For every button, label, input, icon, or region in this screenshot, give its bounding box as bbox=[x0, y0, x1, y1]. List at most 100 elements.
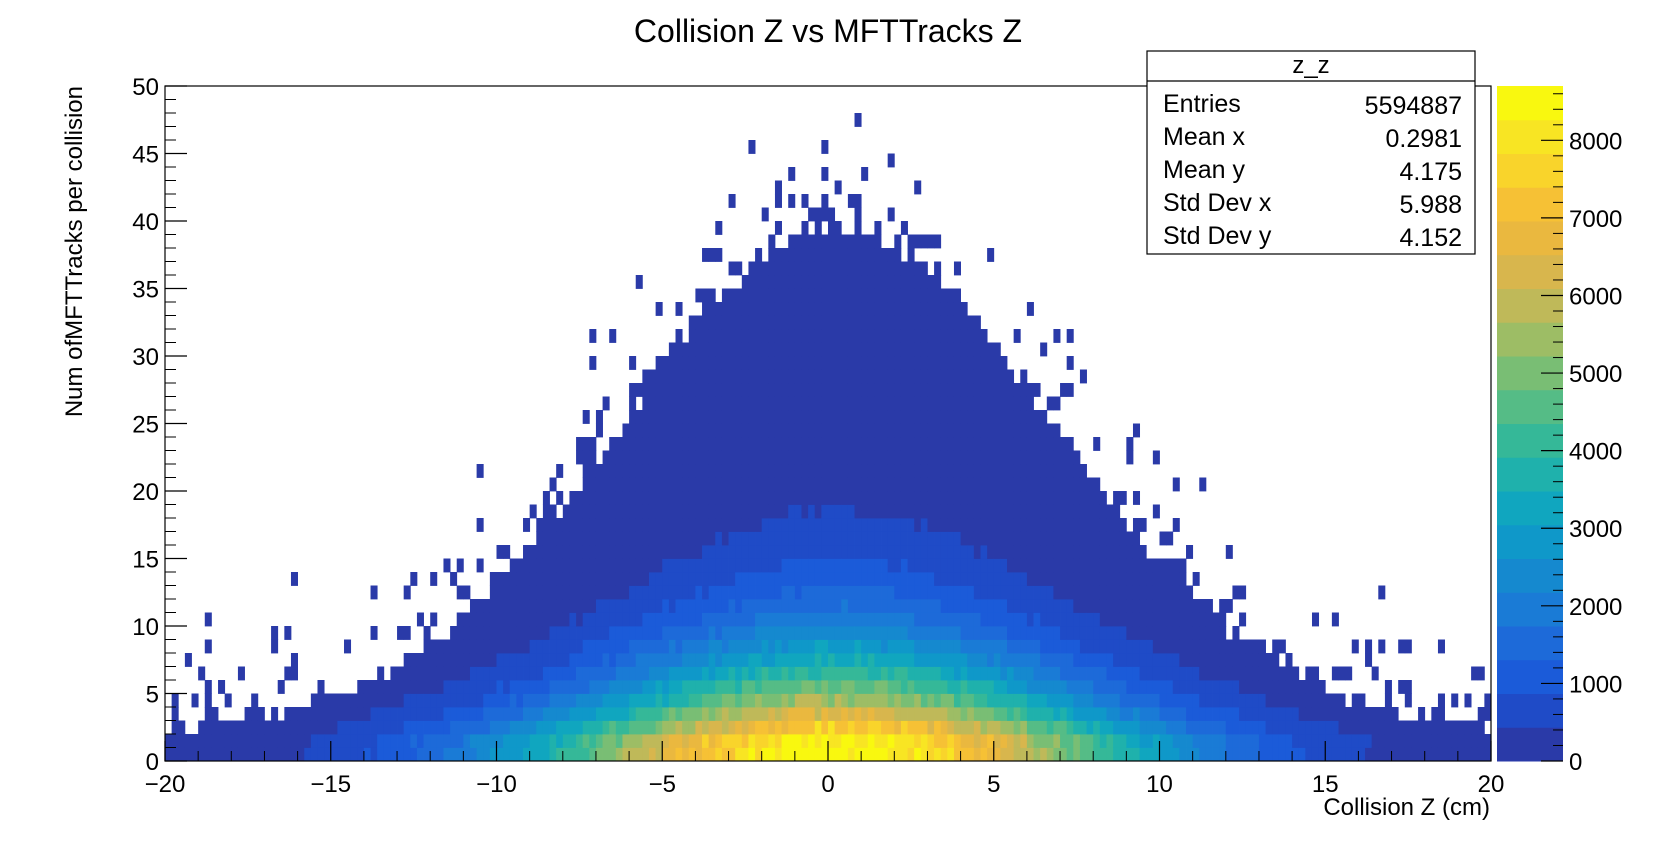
heatmap-cell bbox=[768, 477, 776, 492]
heatmap-cell bbox=[1073, 558, 1081, 573]
heatmap-cell bbox=[1033, 423, 1041, 438]
heatmap-cell bbox=[397, 693, 405, 708]
heatmap-cell bbox=[953, 288, 961, 303]
heatmap-cell bbox=[867, 369, 875, 384]
heatmap-cell bbox=[993, 666, 1001, 681]
heatmap-cell bbox=[741, 572, 749, 586]
heatmap-cell bbox=[1040, 639, 1048, 654]
heatmap-cell bbox=[748, 531, 756, 546]
heatmap-cell bbox=[1113, 720, 1121, 735]
heatmap-cell bbox=[542, 504, 550, 519]
heatmap-cell bbox=[721, 666, 729, 681]
heatmap-cell bbox=[735, 572, 743, 586]
heatmap-cell bbox=[1285, 720, 1293, 735]
color-bar bbox=[1497, 86, 1563, 762]
heatmap-cell bbox=[867, 234, 875, 249]
heatmap-cell bbox=[834, 221, 842, 235]
heatmap-cell bbox=[801, 423, 809, 438]
heatmap-cell bbox=[774, 383, 782, 397]
heatmap-cell bbox=[774, 639, 782, 654]
heatmap-cell bbox=[788, 248, 796, 262]
heatmap-cell bbox=[1205, 612, 1213, 627]
heatmap-cell bbox=[993, 585, 1001, 600]
heatmap-cell bbox=[741, 464, 749, 478]
heatmap-cell bbox=[642, 396, 650, 411]
heatmap-cell bbox=[516, 572, 524, 586]
heatmap-cell bbox=[397, 680, 405, 694]
heatmap-cell bbox=[781, 747, 789, 762]
heatmap-cell bbox=[602, 707, 610, 721]
heatmap-cell bbox=[1099, 666, 1107, 681]
heatmap-cell bbox=[1000, 383, 1008, 397]
heatmap-cell bbox=[854, 383, 862, 397]
heatmap-cell bbox=[940, 342, 948, 357]
heatmap-cell bbox=[828, 599, 836, 613]
heatmap-cell bbox=[894, 518, 902, 532]
heatmap-cell bbox=[615, 545, 623, 559]
heatmap-cell bbox=[1278, 747, 1286, 762]
heatmap-cell bbox=[423, 680, 431, 694]
heatmap-cell bbox=[609, 437, 617, 451]
heatmap-cell bbox=[1484, 707, 1492, 721]
heatmap-cell bbox=[562, 666, 570, 681]
heatmap-cell bbox=[1179, 626, 1187, 640]
heatmap-cell bbox=[821, 315, 829, 330]
heatmap-cell bbox=[1066, 585, 1074, 600]
heatmap-cell bbox=[847, 234, 855, 249]
heatmap-cell bbox=[960, 369, 968, 384]
heatmap-cell bbox=[337, 734, 345, 748]
heatmap-cell bbox=[1066, 531, 1074, 546]
heatmap-cell bbox=[748, 558, 756, 573]
heatmap-cell bbox=[469, 680, 478, 694]
heatmap-cell bbox=[1139, 653, 1147, 667]
heatmap-cell bbox=[867, 248, 875, 262]
heatmap-cell bbox=[1013, 599, 1021, 613]
heatmap-cell bbox=[655, 491, 663, 505]
heatmap-cell bbox=[748, 639, 756, 654]
heatmap-cell bbox=[562, 518, 570, 532]
heatmap-cell bbox=[1424, 720, 1432, 735]
heatmap-cell bbox=[735, 464, 743, 478]
heatmap-cell bbox=[874, 680, 882, 694]
heatmap-cell bbox=[589, 612, 597, 627]
heatmap-cell bbox=[410, 734, 418, 748]
heatmap-cell bbox=[344, 707, 352, 721]
heatmap-cell bbox=[662, 639, 670, 654]
heatmap-cell bbox=[1232, 693, 1240, 708]
heatmap-cell bbox=[582, 585, 590, 600]
heatmap-cell bbox=[907, 639, 915, 654]
heatmap-cell bbox=[1007, 707, 1015, 721]
heatmap-cell bbox=[178, 720, 186, 735]
heatmap-cell bbox=[821, 612, 829, 627]
heatmap-cell bbox=[708, 734, 716, 748]
heatmap-cell bbox=[821, 545, 829, 559]
heatmap-cell bbox=[1292, 666, 1300, 681]
heatmap-cell bbox=[801, 747, 809, 762]
heatmap-cell bbox=[828, 261, 836, 276]
heatmap-cell bbox=[834, 180, 842, 195]
heatmap-cell bbox=[980, 545, 988, 559]
heatmap-cell bbox=[1113, 653, 1121, 667]
heatmap-cell bbox=[708, 707, 716, 721]
heatmap-cell bbox=[562, 599, 570, 613]
heatmap-cell bbox=[761, 612, 769, 627]
heatmap-cell bbox=[523, 734, 531, 748]
heatmap-cell bbox=[861, 504, 869, 519]
heatmap-cell bbox=[1040, 747, 1048, 762]
heatmap-cell bbox=[768, 612, 776, 627]
heatmap-cell bbox=[867, 639, 875, 654]
heatmap-cell bbox=[410, 572, 418, 586]
heatmap-cell bbox=[953, 572, 961, 586]
heatmap-cell bbox=[721, 464, 729, 478]
heatmap-cell bbox=[602, 693, 610, 708]
heatmap-cell bbox=[973, 693, 981, 708]
heatmap-cell bbox=[1007, 396, 1015, 411]
heatmap-cell bbox=[715, 599, 723, 613]
heatmap-cell bbox=[1053, 491, 1061, 505]
heatmap-cell bbox=[774, 693, 782, 708]
heatmap-cell bbox=[1046, 639, 1054, 654]
heatmap-cell bbox=[854, 531, 862, 546]
heatmap-cell bbox=[914, 599, 922, 613]
heatmap-cell bbox=[934, 261, 942, 276]
heatmap-cell bbox=[629, 504, 637, 519]
